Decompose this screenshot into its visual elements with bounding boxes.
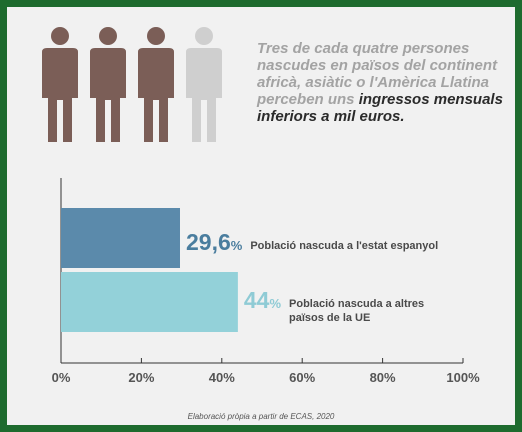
headline-highlight: ingressos mensuals inferiors a mil euros… (257, 91, 503, 125)
category-label: Població nascuda a altres països de la UE (289, 298, 424, 324)
x-tick-label: 40% (209, 370, 235, 385)
person-icon (138, 27, 174, 142)
bar-chart: 0% 20% 40% 60% 80% 100% 29,6% Població nascuda … (52, 178, 480, 385)
x-tick-label: 60% (289, 370, 315, 385)
person-icon (42, 27, 78, 142)
x-tick-label: 100% (446, 370, 480, 385)
person-icon (90, 27, 126, 142)
bar (61, 272, 238, 332)
headline-text: Tres de cada quatre persones nascudes en… (257, 40, 498, 108)
people-icons (42, 27, 222, 142)
value-label: 44% (244, 287, 282, 313)
x-tick-label: 20% (128, 370, 154, 385)
category-label: Població nascuda a l'estat espanyol (250, 240, 438, 252)
headline: Tres de cada quatre persones nascudes en… (257, 40, 513, 125)
source-note: Elaboració pròpia a partir de ECAS, 2020 (187, 412, 335, 421)
bar (61, 208, 180, 268)
person-icon (186, 27, 222, 142)
x-tick-label: 80% (370, 370, 396, 385)
x-tick-label: 0% (52, 370, 71, 385)
value-label: 29,6% (186, 229, 243, 255)
